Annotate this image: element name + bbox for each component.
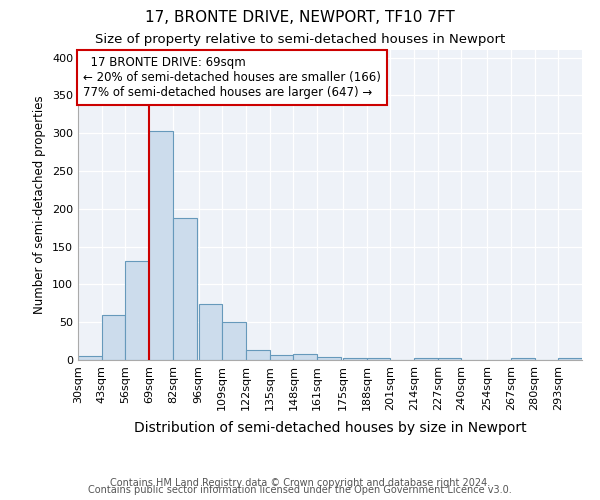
X-axis label: Distribution of semi-detached houses by size in Newport: Distribution of semi-detached houses by … (134, 421, 526, 435)
Bar (246, 350, 270, 360)
Bar (414, 358, 438, 360)
Bar (199, 304, 222, 360)
Bar (438, 358, 461, 360)
Bar (317, 357, 341, 360)
Bar (173, 218, 197, 360)
Bar (343, 358, 367, 360)
Text: 17, BRONTE DRIVE, NEWPORT, TF10 7FT: 17, BRONTE DRIVE, NEWPORT, TF10 7FT (145, 10, 455, 25)
Text: Contains public sector information licensed under the Open Government Licence v3: Contains public sector information licen… (88, 485, 512, 495)
Bar (102, 316, 125, 360)
Text: Size of property relative to semi-detached houses in Newport: Size of property relative to semi-detach… (95, 32, 505, 46)
Y-axis label: Number of semi-detached properties: Number of semi-detached properties (34, 96, 46, 314)
Bar (558, 358, 582, 360)
Bar (293, 354, 317, 360)
Bar (78, 356, 102, 360)
Bar (222, 322, 246, 360)
Text: 17 BRONTE DRIVE: 69sqm  
← 20% of semi-detached houses are smaller (166)
77% of : 17 BRONTE DRIVE: 69sqm ← 20% of semi-det… (83, 56, 381, 99)
Bar (149, 131, 173, 360)
Bar (367, 358, 390, 360)
Bar (270, 356, 293, 360)
Bar (125, 261, 149, 360)
Text: Contains HM Land Registry data © Crown copyright and database right 2024.: Contains HM Land Registry data © Crown c… (110, 478, 490, 488)
Bar (511, 358, 535, 360)
